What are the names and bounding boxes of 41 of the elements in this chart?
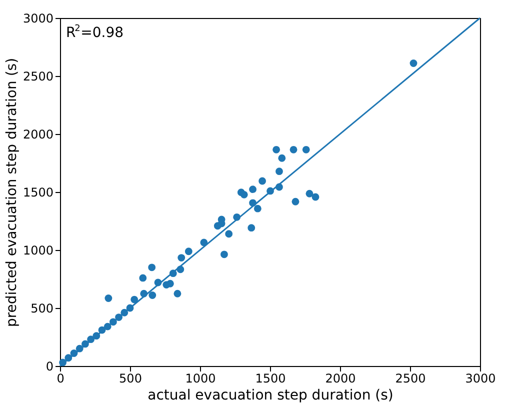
point [166,280,174,288]
y-tick-label: 2000 [22,128,54,142]
y-tick-label: 1000 [22,244,54,258]
y-tick-label: 3000 [22,12,54,26]
point [248,224,256,232]
point [148,264,156,272]
x-tick-label: 500 [119,372,142,386]
x-axis-title: actual evacuation step duration (s) [148,388,394,404]
point [225,230,233,238]
x-tick-label: 2000 [325,372,356,386]
point [254,204,262,212]
y-tick-label: 0 [46,360,54,374]
y-axis-title: predicted evacuation step duration (s) [4,58,20,328]
point [174,290,182,298]
point [306,190,314,198]
x-tick-label: 1000 [185,372,216,386]
point [272,146,280,154]
point [302,146,310,154]
x-tick-label: 2500 [395,372,426,386]
point [278,154,286,162]
point [148,292,156,299]
y-tick-label: 500 [30,302,54,316]
point [410,60,418,67]
point [258,177,266,185]
point [220,250,228,258]
point [178,254,186,262]
point [292,198,300,206]
point [276,168,283,176]
x-tick-label: 3000 [465,372,496,386]
point [240,190,248,198]
point [130,296,138,304]
y-tick-label: 2500 [22,70,54,84]
y-tick-label: 1500 [22,186,54,200]
point [104,294,112,302]
x-tick-label: 1500 [255,372,286,386]
point [139,274,147,282]
point [290,146,298,154]
point [312,193,320,201]
point [249,186,256,194]
point [184,248,192,256]
x-tick-label: 0 [56,372,64,386]
